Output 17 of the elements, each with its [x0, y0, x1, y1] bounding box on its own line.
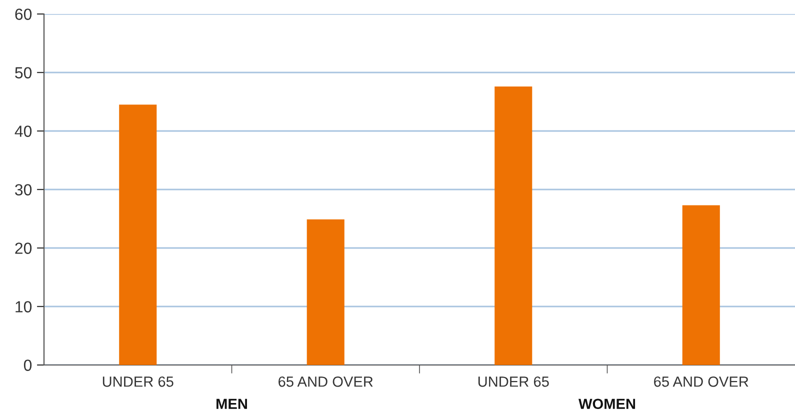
y-tick-label: 0 [24, 360, 32, 371]
bar [682, 205, 720, 365]
x-tick-label: 65 AND OVER [654, 376, 748, 387]
y-tick-label: 10 [16, 301, 32, 312]
y-tick-label: 20 [15, 242, 32, 254]
text: WOMEN [578, 398, 636, 410]
bar [119, 104, 157, 365]
x-tick-label: 65 AND OVER [278, 376, 373, 387]
bar [494, 86, 532, 365]
bar [306, 219, 344, 365]
y-tick-label: 40 [14, 126, 32, 137]
y-tick-label: 30 [15, 184, 32, 196]
x-tick-label: UNDER 65 [478, 376, 549, 387]
y-tick-label: 60 [15, 8, 32, 20]
text: MEN [216, 398, 247, 409]
x-tick-label: UNDER 65 [102, 376, 174, 387]
y-tick-label: 50 [15, 67, 32, 78]
